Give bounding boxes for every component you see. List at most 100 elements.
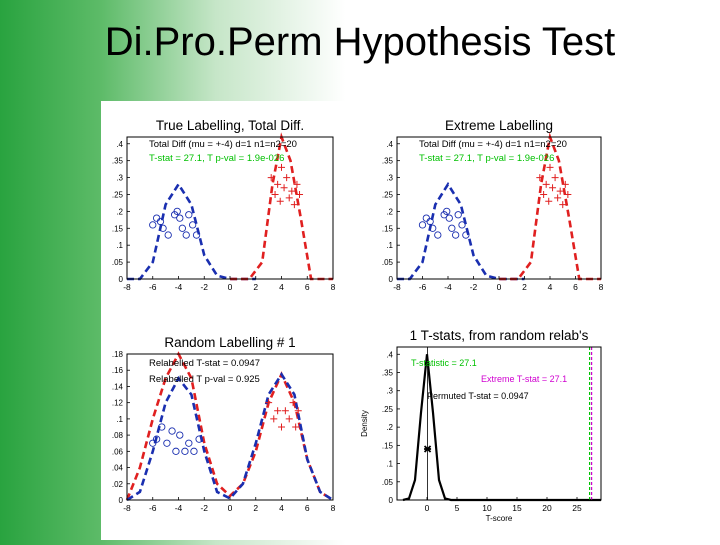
data-point	[185, 211, 193, 219]
x-tick-label: 0	[425, 503, 430, 513]
data-point	[265, 399, 273, 407]
data-point	[149, 221, 157, 229]
y-tick-label: .35	[382, 157, 394, 166]
y-tick-label: .14	[112, 382, 124, 391]
y-tick-label: 0	[389, 275, 394, 284]
chart-title: Extreme Labelling	[445, 118, 553, 133]
x-tick-label: -4	[175, 503, 183, 513]
figure-panel: True Labelling, Total Diff. -8 -6 -4 -2 0 2 4 6 8…	[101, 101, 636, 540]
y-tick-label: .25	[382, 405, 394, 414]
axes-frame	[396, 346, 602, 501]
x-tick-label: 2	[253, 503, 258, 513]
data-point	[454, 211, 462, 219]
data-point	[296, 190, 304, 198]
data-point	[283, 174, 291, 182]
y-tick-label: .15	[382, 441, 394, 450]
x-tick-label: 6	[573, 282, 578, 292]
data-point	[274, 407, 282, 415]
y-axis-label: Density	[360, 410, 369, 437]
y-tick-label: .05	[112, 258, 124, 267]
x-tick-label: -4	[444, 282, 452, 292]
data-point	[448, 224, 456, 232]
data-point	[423, 445, 432, 453]
x-tick-label: 0	[228, 282, 233, 292]
data-point	[271, 190, 279, 198]
data-point	[192, 231, 201, 239]
y-tick-label: .3	[386, 387, 393, 396]
data-point	[176, 431, 184, 439]
y-tick-label: .08	[112, 431, 124, 440]
data-point	[190, 447, 198, 455]
data-point	[159, 224, 167, 232]
data-point	[289, 399, 297, 407]
x-tick-label: 25	[572, 503, 582, 513]
data-point	[542, 180, 550, 188]
y-tick-label: .3	[116, 174, 123, 183]
data-point	[422, 214, 430, 222]
y-tick-label: .05	[382, 478, 394, 487]
y-tick-label: .25	[382, 190, 394, 199]
x-axis-label: T-score	[486, 514, 513, 523]
data-point	[445, 214, 453, 222]
x-tick-label: 8	[599, 282, 604, 292]
data-point	[451, 231, 460, 239]
data-point	[274, 180, 282, 188]
chart-panel-1: True Labelling, Total Diff. -8 -6 -4 -2 0 2 4 6 8…	[112, 118, 336, 292]
data-point	[152, 435, 161, 443]
data-point	[546, 163, 554, 171]
figure-svg: True Labelling, Total Diff. -8 -6 -4 -2 0 2 4 6 8…	[112, 118, 604, 523]
data-point	[189, 221, 197, 229]
annotation-text: Permuted T-stat = 0.0947	[427, 391, 529, 401]
y-tick-label: .12	[112, 399, 124, 408]
x-tick-label: 2	[253, 282, 258, 292]
x-tick-label: 2	[522, 282, 527, 292]
chart-panel-4: 1 T-stats, from random relab's 0 5 10 15 20 25…	[360, 328, 602, 523]
annotation-text: Extreme T-stat = 27.1	[481, 374, 567, 384]
x-tick-label: 10	[482, 503, 492, 513]
annotation-text: T-stat = 27.1, T p-val = 1.9e-026	[419, 153, 554, 164]
data-point	[545, 197, 553, 205]
y-tick-label: .2	[116, 207, 123, 216]
data-point	[158, 423, 166, 431]
data-point	[152, 214, 161, 222]
annotation-text: T-statistic = 27.1	[411, 358, 477, 368]
x-tick-label: 8	[331, 282, 336, 292]
series-line-1	[402, 354, 601, 502]
data-point	[429, 224, 437, 232]
data-point	[168, 427, 176, 435]
data-point	[443, 207, 451, 216]
annotation-text: T-stat = 27.1, T p-val = 1.9e-026	[149, 153, 284, 164]
data-point	[280, 184, 288, 192]
data-point	[556, 187, 564, 195]
annotation-text: Total Diff (mu = +-4) d=1 n1=n2=20	[149, 139, 297, 150]
data-point	[292, 423, 300, 431]
y-tick-label: .1	[116, 415, 123, 424]
x-tick-label: 6	[305, 503, 310, 513]
chart-panel-2: Extreme Labelling -8 -6 -4 -2 0 2 4 6 8 0 .05 .1 .15.…	[382, 118, 604, 292]
data-point	[185, 439, 193, 447]
y-tick-label: .35	[112, 157, 124, 166]
y-tick-label: .06	[112, 447, 124, 456]
y-tick-label: 0	[119, 275, 124, 284]
x-tick-label: -8	[123, 503, 131, 513]
data-point	[462, 231, 470, 239]
data-point	[551, 174, 559, 182]
data-point	[181, 447, 189, 455]
data-point	[173, 207, 181, 216]
x-tick-label: -6	[149, 282, 157, 292]
data-point	[290, 201, 298, 209]
annotation-text: Relabelled T-stat = 0.0947	[149, 358, 260, 369]
x-tick-label: 5	[455, 503, 460, 513]
y-tick-label: .16	[112, 366, 124, 375]
annotation-text: Total Diff (mu = +-4) d=1 n1=n2=20	[419, 139, 567, 150]
x-tick-label: 4	[548, 282, 553, 292]
annotation-text: Relabelled T p-val = 0.925	[149, 374, 260, 385]
data-point	[540, 190, 548, 198]
x-tick-label: 4	[279, 503, 284, 513]
data-point	[270, 415, 278, 423]
data-point	[182, 231, 190, 239]
y-tick-label: .1	[386, 460, 393, 469]
data-point	[285, 415, 293, 423]
y-tick-label: .05	[382, 258, 394, 267]
series-line-1	[397, 181, 525, 281]
